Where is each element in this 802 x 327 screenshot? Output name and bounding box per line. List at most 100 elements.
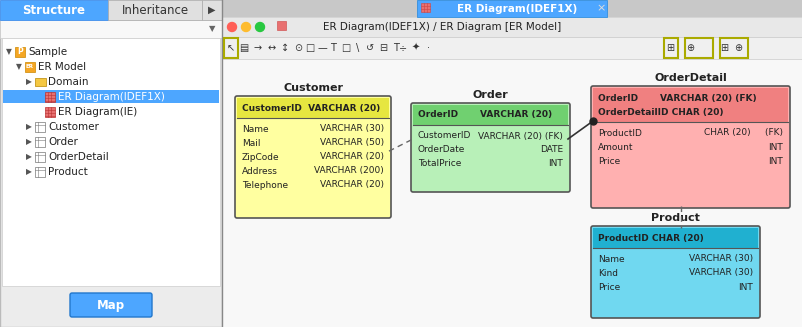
FancyBboxPatch shape (222, 37, 802, 59)
Text: Price: Price (598, 283, 620, 291)
Text: ↔: ↔ (268, 43, 276, 53)
FancyBboxPatch shape (421, 3, 430, 12)
FancyBboxPatch shape (222, 0, 802, 17)
Text: VARCHAR (30): VARCHAR (30) (689, 254, 753, 264)
FancyBboxPatch shape (222, 17, 802, 37)
Text: VARCHAR (30): VARCHAR (30) (689, 268, 753, 278)
Text: Order: Order (48, 137, 78, 147)
FancyBboxPatch shape (413, 105, 568, 125)
FancyBboxPatch shape (35, 167, 45, 177)
Text: Name: Name (598, 254, 625, 264)
Text: ER Diagram(IDEF1X) / ER Diagram [ER Model]: ER Diagram(IDEF1X) / ER Diagram [ER Mode… (323, 22, 561, 32)
FancyBboxPatch shape (591, 86, 790, 208)
Text: —: — (317, 43, 327, 53)
Text: Inheritance: Inheritance (121, 4, 188, 16)
FancyBboxPatch shape (0, 0, 222, 327)
FancyBboxPatch shape (3, 90, 219, 103)
FancyBboxPatch shape (45, 92, 55, 102)
Text: ▤: ▤ (239, 43, 249, 53)
Text: ZipCode: ZipCode (242, 152, 280, 162)
Text: ER Diagram(IDEF1X): ER Diagram(IDEF1X) (58, 92, 165, 102)
Text: ProductID: ProductID (598, 129, 642, 137)
FancyBboxPatch shape (235, 96, 391, 218)
Text: OrderID       VARCHAR (20): OrderID VARCHAR (20) (418, 111, 552, 119)
Text: ▶: ▶ (26, 123, 32, 131)
Text: Address: Address (242, 166, 277, 176)
Text: INT: INT (768, 157, 783, 165)
Text: TotalPrice: TotalPrice (418, 160, 461, 168)
Text: ·: · (427, 43, 431, 53)
Text: Customer: Customer (48, 122, 99, 132)
FancyBboxPatch shape (277, 21, 286, 30)
Text: ÷: ÷ (399, 43, 407, 53)
Text: ▼: ▼ (6, 47, 12, 57)
FancyBboxPatch shape (15, 47, 25, 57)
FancyBboxPatch shape (70, 293, 152, 317)
Text: CHAR (20)     (FK): CHAR (20) (FK) (704, 129, 783, 137)
Text: VARCHAR (20) (FK): VARCHAR (20) (FK) (478, 131, 563, 141)
Text: →: → (254, 43, 262, 53)
FancyBboxPatch shape (237, 98, 389, 118)
Text: \: \ (356, 43, 359, 53)
Text: OrderDetail: OrderDetail (654, 73, 727, 83)
Text: P: P (17, 47, 23, 57)
FancyBboxPatch shape (202, 0, 222, 20)
FancyBboxPatch shape (591, 226, 760, 318)
Text: ⊕: ⊕ (686, 43, 694, 53)
FancyBboxPatch shape (0, 20, 222, 38)
FancyBboxPatch shape (35, 78, 46, 86)
Text: ⊙: ⊙ (294, 43, 302, 53)
Text: ▶: ▶ (26, 77, 32, 87)
Text: Kind: Kind (598, 268, 618, 278)
Text: Product: Product (48, 167, 87, 177)
Text: ER Diagram(IE): ER Diagram(IE) (58, 107, 137, 117)
FancyBboxPatch shape (222, 0, 802, 327)
Text: VARCHAR (20): VARCHAR (20) (320, 181, 384, 190)
Text: ▶: ▶ (26, 152, 32, 162)
Text: Customer: Customer (283, 83, 343, 93)
Text: Price: Price (598, 157, 620, 165)
FancyBboxPatch shape (0, 0, 222, 20)
Text: ⊕: ⊕ (734, 43, 742, 53)
FancyBboxPatch shape (35, 137, 45, 147)
Text: ▶: ▶ (26, 137, 32, 146)
Text: Map: Map (97, 299, 125, 312)
FancyBboxPatch shape (417, 0, 607, 17)
Text: □: □ (342, 43, 350, 53)
Text: INT: INT (768, 143, 783, 151)
Text: ⊞: ⊞ (666, 43, 674, 53)
Text: ProductID CHAR (20): ProductID CHAR (20) (598, 233, 703, 243)
Text: CustomerID: CustomerID (418, 131, 472, 141)
Text: ▶: ▶ (26, 167, 32, 177)
FancyBboxPatch shape (222, 59, 802, 327)
FancyBboxPatch shape (593, 88, 788, 122)
Text: ×: × (597, 4, 606, 13)
FancyBboxPatch shape (45, 107, 55, 117)
FancyBboxPatch shape (35, 122, 45, 132)
Text: □: □ (306, 43, 314, 53)
Text: OrderDetail: OrderDetail (48, 152, 109, 162)
Text: CustomerID  VARCHAR (20): CustomerID VARCHAR (20) (242, 104, 380, 112)
Text: Mail: Mail (242, 139, 261, 147)
Text: Structure: Structure (22, 4, 86, 16)
Text: INT: INT (739, 283, 753, 291)
Text: Name: Name (242, 125, 269, 133)
Text: OrderDetailID CHAR (20): OrderDetailID CHAR (20) (598, 108, 723, 116)
Text: Amount: Amount (598, 143, 634, 151)
Text: VARCHAR (20): VARCHAR (20) (320, 152, 384, 162)
Text: ↕: ↕ (281, 43, 289, 53)
FancyBboxPatch shape (593, 228, 758, 248)
Text: Product: Product (651, 213, 700, 223)
Text: T: T (330, 43, 336, 53)
Text: ✦: ✦ (412, 43, 420, 53)
Text: ER Model: ER Model (38, 62, 86, 72)
Text: Sample: Sample (28, 47, 67, 57)
FancyBboxPatch shape (0, 0, 108, 20)
Text: DATE: DATE (540, 146, 563, 154)
Text: OrderDate: OrderDate (418, 146, 465, 154)
Text: OrderID       VARCHAR (20) (FK): OrderID VARCHAR (20) (FK) (598, 94, 756, 102)
Text: ER: ER (26, 64, 34, 70)
Text: INT: INT (549, 160, 563, 168)
FancyBboxPatch shape (108, 0, 202, 20)
Text: Telephone: Telephone (242, 181, 288, 190)
